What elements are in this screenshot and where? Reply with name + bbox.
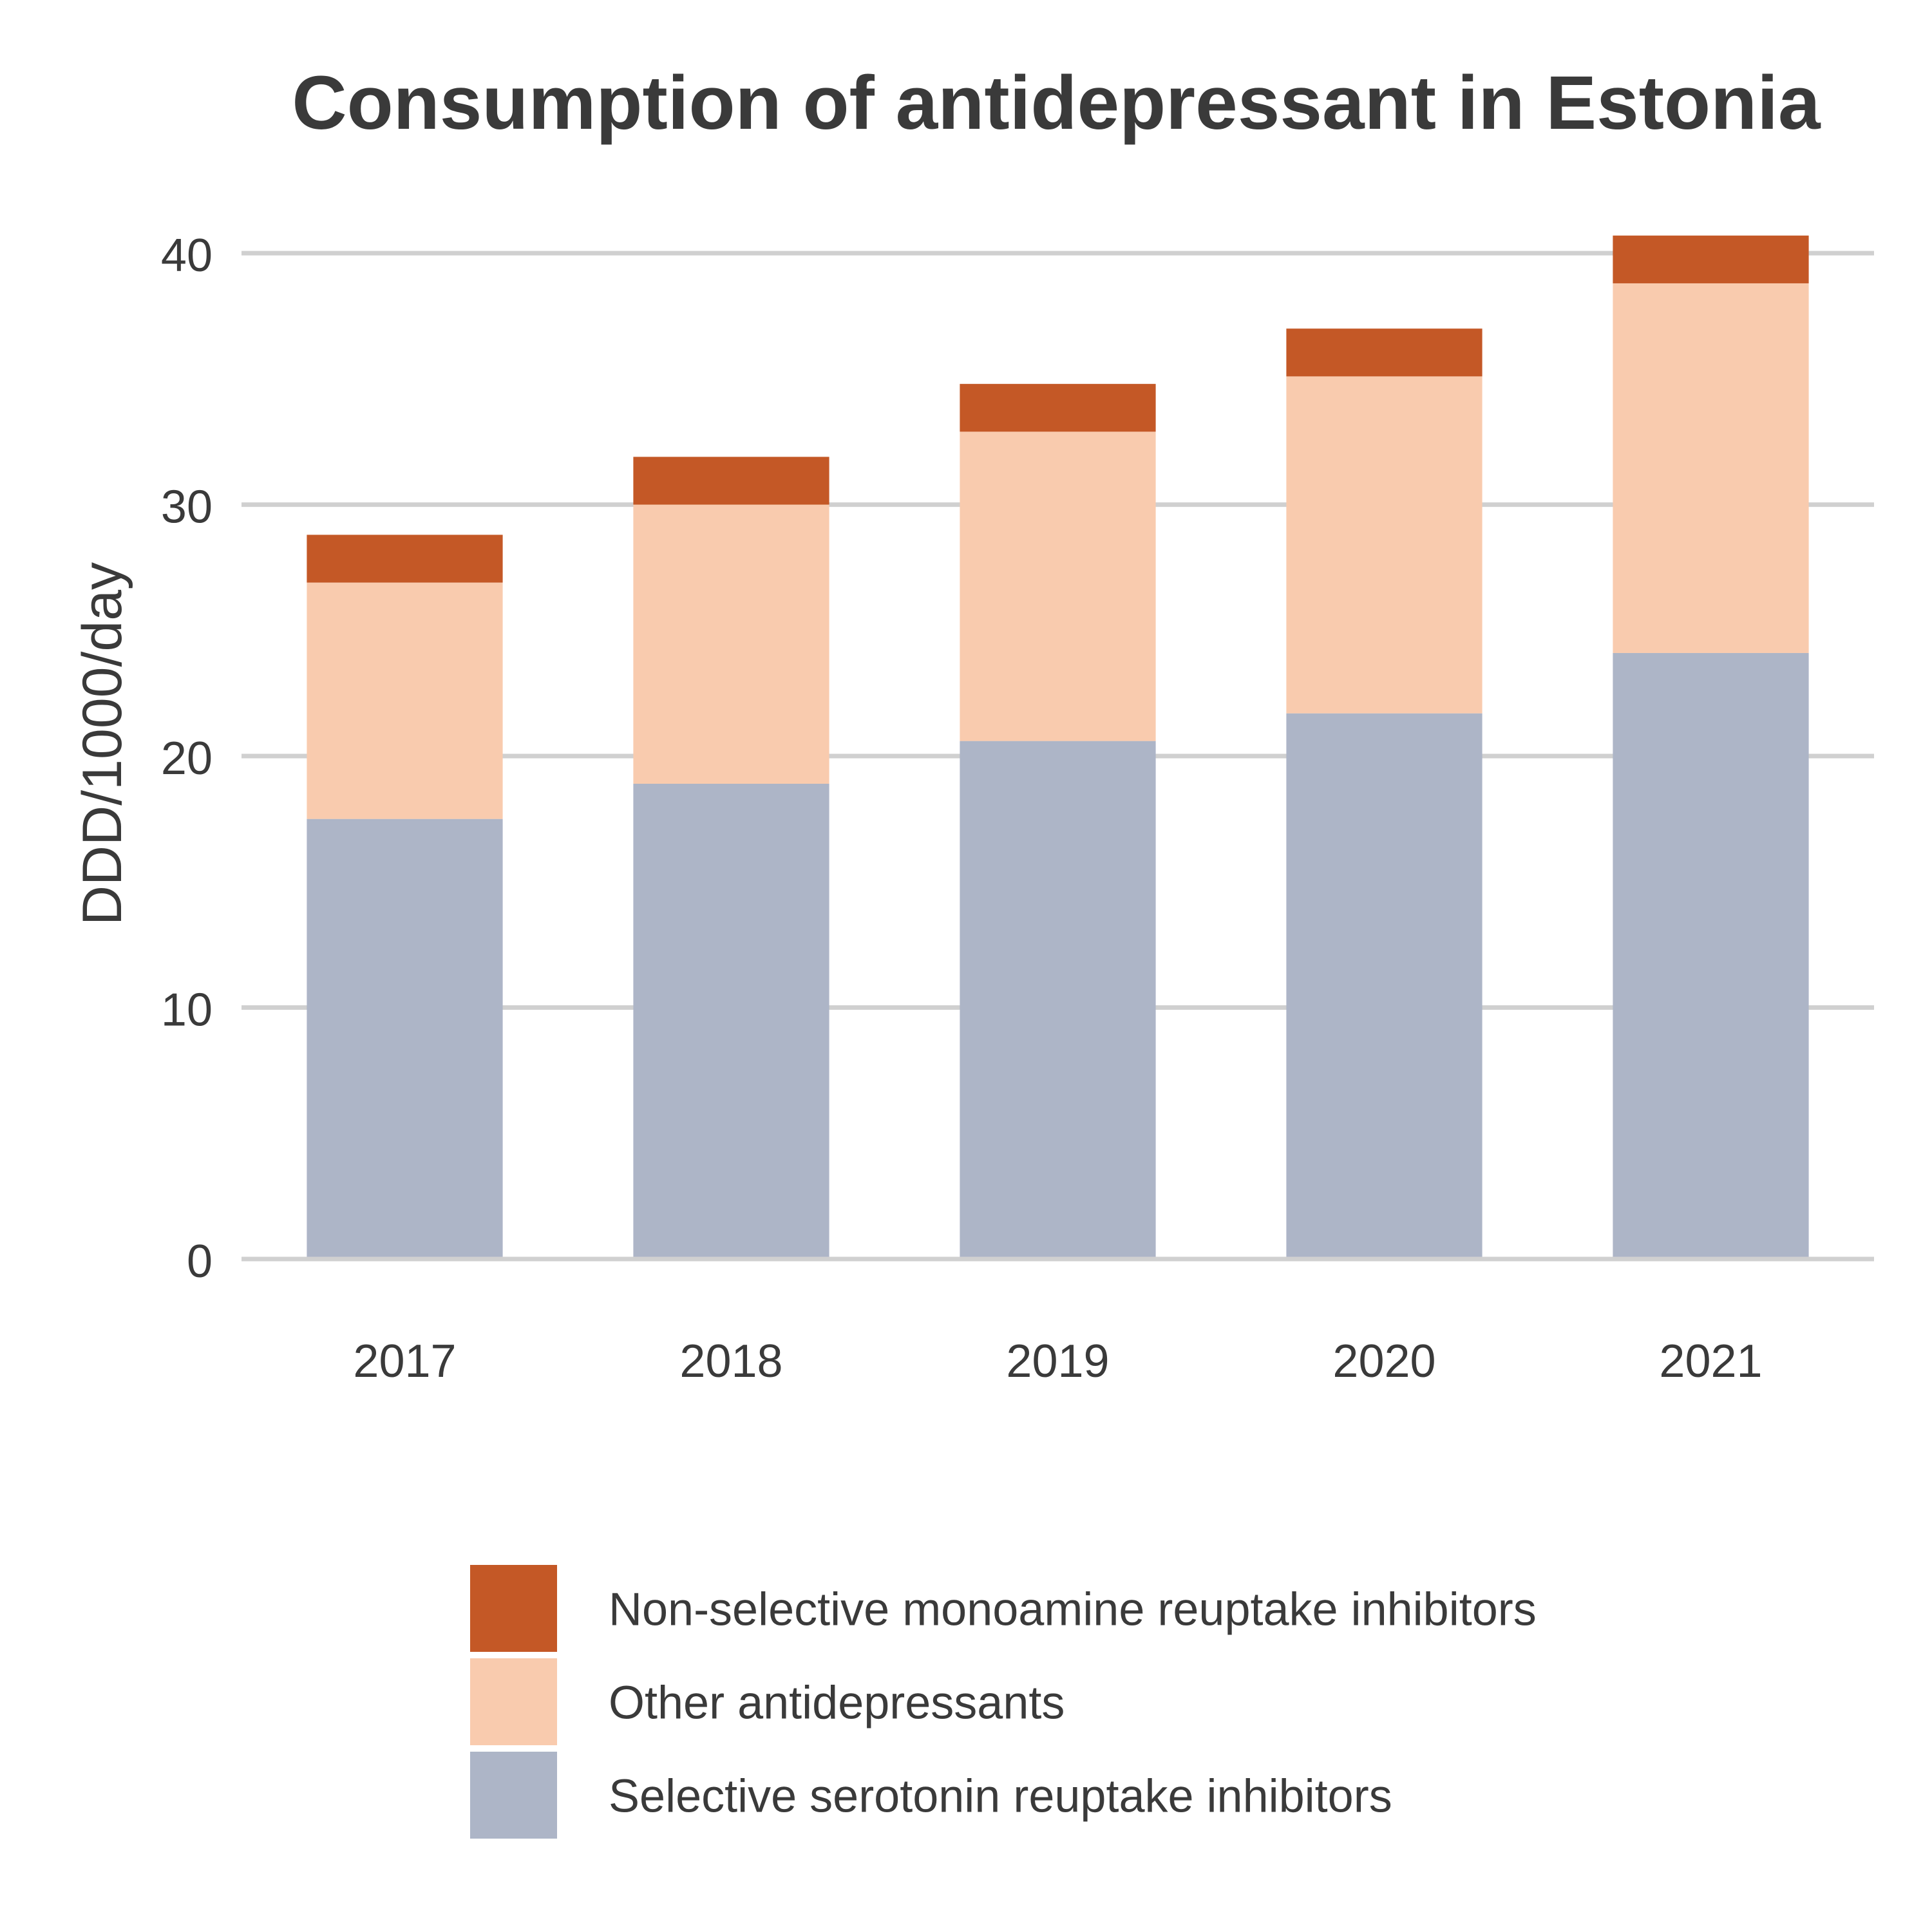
- bar-segment: [1613, 283, 1809, 653]
- bar-segment: [633, 784, 829, 1259]
- x-tick-label: 2021: [1659, 1336, 1762, 1387]
- y-tick-labels: 0 10 20 30 40: [161, 230, 213, 1287]
- bar-segment: [633, 504, 829, 784]
- y-tick-label: 40: [161, 230, 213, 281]
- legend-swatch: [470, 1658, 557, 1745]
- y-axis-label: DDD/1000/day: [71, 562, 133, 925]
- legend: Non-selective monoamine reuptake inhibit…: [470, 1565, 1537, 1839]
- bar-segment: [960, 431, 1156, 741]
- bar-segment: [307, 582, 503, 819]
- bar-segment: [1613, 652, 1809, 1259]
- x-tick-label: 2018: [679, 1336, 782, 1387]
- bar-segment: [1613, 235, 1809, 283]
- y-tick-label: 30: [161, 482, 213, 533]
- legend-swatch: [470, 1752, 557, 1839]
- x-tick-label: 2020: [1332, 1336, 1435, 1387]
- y-tick-label: 10: [161, 985, 213, 1036]
- bar-segment: [307, 819, 503, 1259]
- bar-segment: [960, 384, 1156, 432]
- bar-segment: [960, 741, 1156, 1259]
- bar-segment: [633, 457, 829, 505]
- bar-segment: [307, 535, 503, 583]
- bar-segment: [1286, 376, 1482, 714]
- legend-label: Other antidepressants: [609, 1678, 1065, 1729]
- y-tick-label: 20: [161, 733, 213, 784]
- bar-segment: [1286, 713, 1482, 1259]
- chart-title: Consumption of antidepressant in Estonia: [292, 61, 1821, 146]
- x-tick-labels: 2017 2018 2019 2020 2021: [353, 1336, 1762, 1387]
- x-tick-label: 2019: [1006, 1336, 1109, 1387]
- bar-segment: [1286, 328, 1482, 377]
- y-tick-label: 0: [187, 1236, 213, 1287]
- legend-label: Selective serotonin reuptake inhibitors: [609, 1771, 1392, 1823]
- x-tick-label: 2017: [353, 1336, 456, 1387]
- bars: [242, 235, 1874, 1262]
- legend-swatch: [470, 1565, 557, 1652]
- legend-label: Non-selective monoamine reuptake inhibit…: [609, 1584, 1537, 1636]
